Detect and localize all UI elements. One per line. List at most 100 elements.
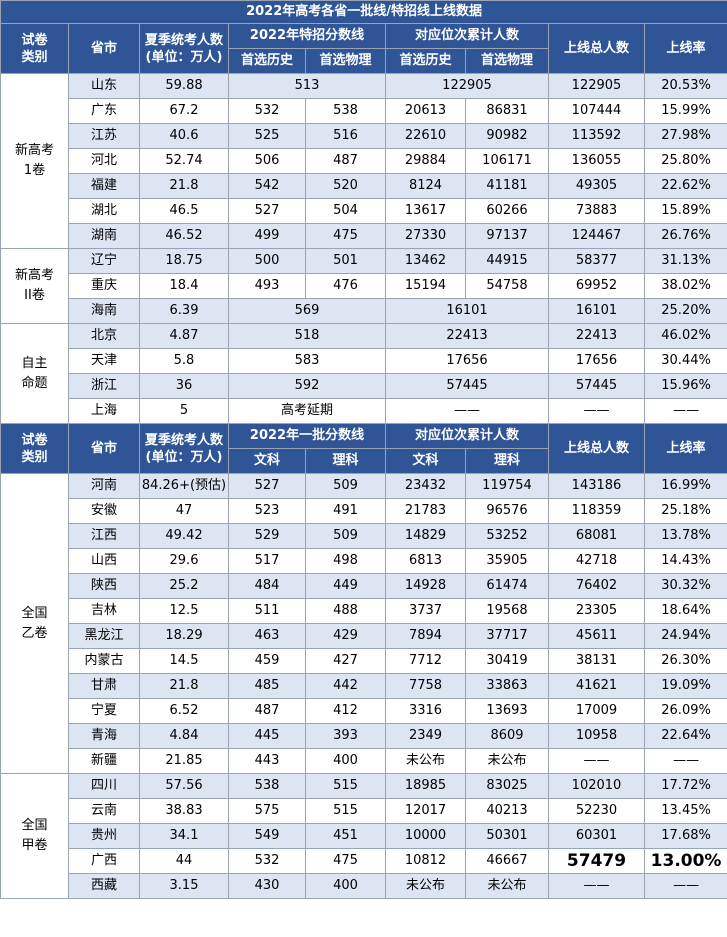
cell-rate: 20.53%: [643, 73, 727, 99]
cell-score-1: 430: [228, 873, 306, 899]
cell-examinees: 21.8: [139, 173, 229, 199]
cell-score-1: 493: [228, 273, 306, 299]
cell-total: 45611: [548, 623, 645, 649]
cell-total: 113592: [548, 123, 645, 149]
cell-examinees: 14.5: [139, 648, 229, 674]
cell-score-2: 504: [305, 198, 386, 224]
header-sub-physics: 首选物理: [465, 48, 549, 74]
cell-rank-1: 3737: [385, 598, 466, 624]
cell-total: 68081: [548, 523, 645, 549]
cell-score: 592: [228, 373, 386, 399]
cell-rank-1: 13617: [385, 198, 466, 224]
cell-province: 云南: [68, 798, 140, 824]
cell-rate: 22.62%: [643, 173, 727, 199]
cell-total: 38131: [548, 648, 645, 674]
cell-rank-1: 20613: [385, 98, 466, 124]
cell-rank-2: 40213: [465, 798, 549, 824]
cell-rank-2: 86831: [465, 98, 549, 124]
cell-rate: 25.20%: [643, 298, 727, 324]
cell-rank: 57445: [385, 373, 549, 399]
cell-rate: 26.09%: [643, 698, 727, 724]
cell-total: ——: [548, 748, 645, 774]
cell-rate: 14.43%: [643, 548, 727, 574]
cell-province: 天津: [68, 348, 140, 374]
group-label: 新高考 II卷: [0, 248, 69, 324]
cell-total: 57445: [548, 373, 645, 399]
cell-rate: 17.68%: [643, 823, 727, 849]
cell-score-2: 475: [305, 848, 386, 874]
cell-rank-2: 60266: [465, 198, 549, 224]
cell-examinees: 47: [139, 498, 229, 524]
cell-score-1: 527: [228, 473, 306, 499]
cell-rank-2: 35905: [465, 548, 549, 574]
cell-score-1: 463: [228, 623, 306, 649]
cell-province: 江苏: [68, 123, 140, 149]
cell-province: 广东: [68, 98, 140, 124]
cell-rank-1: 22610: [385, 123, 466, 149]
cell-examinees: 38.83: [139, 798, 229, 824]
header-score-group: 2022年特招分数线: [228, 23, 386, 49]
cell-rate: 25.80%: [643, 148, 727, 174]
cell-rank-1: 23432: [385, 473, 466, 499]
cell-score-1: 487: [228, 698, 306, 724]
cell-province: 浙江: [68, 373, 140, 399]
cell-score-2: 451: [305, 823, 386, 849]
cell-rank-2: 未公布: [465, 873, 549, 899]
cell-total: 23305: [548, 598, 645, 624]
cell-rank-2: 119754: [465, 473, 549, 499]
cell-score-2: 442: [305, 673, 386, 699]
cell-score-1: 511: [228, 598, 306, 624]
cell-rate: 30.32%: [643, 573, 727, 599]
cell-rank-2: 41181: [465, 173, 549, 199]
cell-rank-1: 12017: [385, 798, 466, 824]
cell-rank-1: 10812: [385, 848, 466, 874]
cell-province: 河北: [68, 148, 140, 174]
cell-rank: ——: [385, 398, 549, 424]
cell-rank-2: 97137: [465, 223, 549, 249]
cell-examinees: 57.56: [139, 773, 229, 799]
cell-examinees: 5.8: [139, 348, 229, 374]
cell-score-1: 506: [228, 148, 306, 174]
cell-score-1: 445: [228, 723, 306, 749]
header-province: 省市: [68, 423, 140, 474]
cell-rank-1: 18985: [385, 773, 466, 799]
cell-score-2: 488: [305, 598, 386, 624]
cell-total: 42718: [548, 548, 645, 574]
cell-examinees: 49.42: [139, 523, 229, 549]
cell-province: 福建: [68, 173, 140, 199]
cell-rate: ——: [643, 748, 727, 774]
cell-total: 10958: [548, 723, 645, 749]
cell-rank-1: 2349: [385, 723, 466, 749]
cell-rank-2: 96576: [465, 498, 549, 524]
cell-score-2: 429: [305, 623, 386, 649]
header-category: 试卷 类别: [0, 23, 69, 74]
cell-score-1: 532: [228, 98, 306, 124]
cell-rank-2: 53252: [465, 523, 549, 549]
cell-rank-2: 106171: [465, 148, 549, 174]
cell-province: 四川: [68, 773, 140, 799]
cell-rank-1: 6813: [385, 548, 466, 574]
header-rate: 上线率: [643, 423, 727, 474]
cell-total: 76402: [548, 573, 645, 599]
cell-score-1: 525: [228, 123, 306, 149]
cell-rank: 122905: [385, 73, 549, 99]
cell-examinees: 67.2: [139, 98, 229, 124]
cell-examinees: 18.29: [139, 623, 229, 649]
cell-rank-1: 29884: [385, 148, 466, 174]
cell-province: 甘肃: [68, 673, 140, 699]
cell-rate: 15.96%: [643, 373, 727, 399]
cell-rate: 13.45%: [643, 798, 727, 824]
cell-examinees: 46.52: [139, 223, 229, 249]
cell-province: 北京: [68, 323, 140, 349]
cell-score-2: 509: [305, 473, 386, 499]
header-province: 省市: [68, 23, 140, 74]
cell-rate: 30.44%: [643, 348, 727, 374]
cell-rank-2: 33863: [465, 673, 549, 699]
cell-rank-2: 90982: [465, 123, 549, 149]
cell-score-1: 527: [228, 198, 306, 224]
cell-rank-1: 13462: [385, 248, 466, 274]
cell-rate: 16.99%: [643, 473, 727, 499]
cell-rate: 38.02%: [643, 273, 727, 299]
cell-province: 青海: [68, 723, 140, 749]
table-title: 2022年高考各省一批线/特招线上线数据: [0, 0, 727, 24]
